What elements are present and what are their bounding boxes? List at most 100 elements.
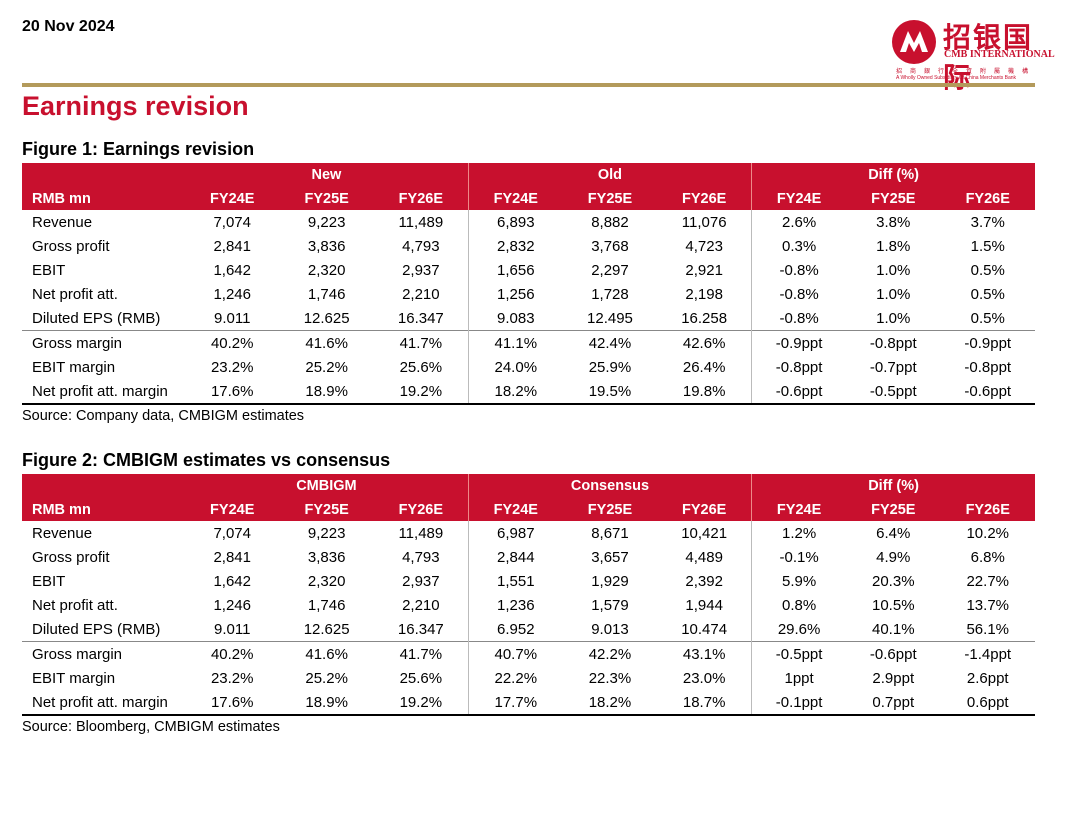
row-label: Revenue — [32, 524, 93, 542]
cell: 11,076 — [681, 213, 727, 231]
cell: 18.2% — [467, 379, 563, 405]
cell: 8,882 — [591, 213, 629, 231]
cell: 7,074 — [213, 524, 251, 542]
cell: 2,320 — [307, 261, 346, 279]
cell: 1,551 — [467, 569, 563, 593]
cell: 40.1% — [872, 620, 915, 638]
column-label: FY24E — [467, 187, 563, 210]
cell: 9.011 — [214, 309, 251, 327]
cell: 41.1% — [467, 330, 563, 355]
group-label: CMBIGM — [185, 474, 469, 498]
cell: 1.5% — [970, 237, 1005, 255]
row: Gross margin 40.2% 41.6% 41.7% 40.7% 42.2% 43.… — [22, 641, 1035, 666]
column-label: FY26E — [940, 498, 1035, 521]
source: Source: Bloomberg, CMBIGM estimates — [22, 719, 280, 735]
cell: 3,768 — [591, 237, 629, 255]
row-label: Diluted EPS (RMB) — [32, 620, 161, 638]
logo: 招银国际 CMB INTERNATIONAL 招商銀行全資附屬機構 A Whol… — [888, 14, 1058, 94]
cell: -0.6ppt — [751, 379, 847, 405]
cell: 16.347 — [397, 620, 444, 638]
row: Diluted EPS (RMB) 9.011 12.625 16.347 6.952 9… — [22, 617, 1035, 642]
cell: 41.6% — [279, 641, 374, 666]
row: Gross margin 40.2% 41.6% 41.7% 41.1% 42.4% 42.… — [22, 330, 1035, 355]
cell: 6.8% — [970, 548, 1005, 566]
figure-title: Figure 1: Earnings revision — [22, 139, 255, 159]
cell: 26.4% — [682, 358, 726, 376]
row: Gross profit 2,841 3,836 4,793 2,832 3,768 4,7… — [22, 234, 1035, 258]
cell: -0.5ppt — [846, 379, 941, 405]
cell: -0.6ppt — [846, 641, 941, 666]
cell: 7,074 — [213, 213, 251, 231]
cell: 40.2% — [185, 330, 280, 355]
cell: 9.011 — [214, 620, 251, 638]
cell: 17.7% — [467, 690, 563, 716]
cell: 17.6% — [185, 379, 280, 405]
cell: 1.0% — [876, 285, 911, 303]
row: EBIT margin 23.2% 25.2% 25.6% 24.0% 25.9% 26.4… — [22, 355, 1035, 379]
column-label: FY25E — [846, 498, 941, 521]
cell: 10.5% — [872, 596, 915, 614]
column-label: FY25E — [846, 187, 941, 210]
cell: 18.7% — [657, 690, 752, 716]
column-label: FY24E — [751, 187, 847, 210]
column-label: RMB mn — [22, 498, 185, 521]
cell: 19.2% — [373, 379, 469, 405]
row: Net profit att. 1,246 1,746 2,210 1,236 1,579… — [22, 593, 1035, 617]
cell: 1,642 — [213, 572, 251, 590]
cell: -0.8% — [751, 258, 847, 282]
cell: 2,198 — [685, 285, 723, 303]
row-label: Net profit att. margin — [22, 379, 185, 405]
cell: 56.1% — [966, 620, 1010, 638]
cell: 3.7% — [970, 213, 1005, 231]
cell: 2,937 — [402, 572, 440, 590]
cell: 1.0% — [876, 261, 911, 279]
cell: 25.6% — [399, 669, 443, 687]
row: Revenue 7,074 9,223 11,489 6,987 8,671 10,421 1… — [22, 521, 1035, 545]
cell: -0.8ppt — [846, 330, 941, 355]
cell: 0.6ppt — [940, 690, 1035, 716]
cell: 13.7% — [966, 596, 1010, 614]
cell: 17.6% — [185, 690, 280, 716]
cell: 22.2% — [467, 666, 563, 690]
cell: 6,893 — [467, 210, 563, 234]
column-label: FY24E — [467, 498, 563, 521]
cell: 1,579 — [591, 596, 629, 614]
column-label: FY25E — [562, 498, 658, 521]
cell — [22, 163, 185, 187]
row-label: EBIT margin — [32, 358, 116, 376]
cell: -0.9ppt — [940, 330, 1035, 355]
cell: 6,987 — [467, 521, 563, 545]
group-header: New Old Diff (%) — [22, 163, 1035, 187]
cell: 4,793 — [402, 237, 440, 255]
cell: 25.6% — [399, 358, 443, 376]
row-label: EBIT — [32, 572, 66, 590]
cell: 1,236 — [467, 593, 563, 617]
cell: 2.9ppt — [872, 669, 915, 687]
cell: 4,723 — [685, 237, 723, 255]
column-label: FY26E — [657, 498, 752, 521]
cell: 24.0% — [467, 355, 563, 379]
cell: -0.8ppt — [964, 358, 1012, 376]
row-label: Net profit att. — [32, 285, 118, 303]
column-label: FY24E — [185, 187, 280, 210]
cell: 1,642 — [213, 261, 251, 279]
logo-en: CMB INTERNATIONAL — [944, 49, 1055, 60]
cell: -0.9ppt — [751, 330, 847, 355]
group-label: Diff (%) — [751, 474, 1035, 498]
cell: -0.8% — [751, 306, 847, 331]
cell: 1,246 — [213, 285, 251, 303]
logo-mark — [892, 20, 936, 64]
cell: 41.7% — [373, 641, 469, 666]
cell: 2,921 — [685, 261, 723, 279]
cell: 0.3% — [751, 234, 847, 258]
cell: -0.8% — [751, 282, 847, 306]
cell: 4,489 — [685, 548, 723, 566]
cell: 18.9% — [279, 379, 374, 405]
cell: 11,489 — [398, 213, 444, 231]
row: Net profit att. margin 17.6% 18.9% 19.2% 17.… — [22, 690, 1035, 716]
cell: 1,256 — [467, 282, 563, 306]
cell: 3,657 — [591, 548, 629, 566]
row-label: Gross margin — [22, 330, 185, 355]
cell: -0.1% — [751, 545, 847, 569]
